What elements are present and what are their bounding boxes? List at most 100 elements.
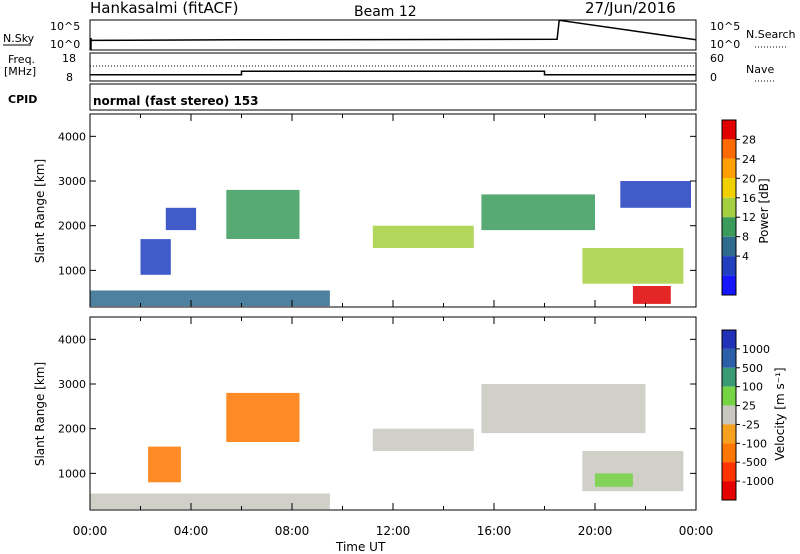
nave-label: Nave: [746, 63, 774, 76]
velocity-colorbar-tick-label: -100: [742, 437, 767, 450]
power-colorbar-tick-label: 20: [742, 172, 756, 185]
velocity-panel: 1000 2000 3000 4000 Slant Range [km]: [33, 316, 697, 511]
power-colorbar-segment: [722, 178, 736, 198]
velocity-colorbar-segment: [722, 424, 736, 444]
power-colorbar-tick-label: 8: [742, 231, 749, 244]
freq-left-tick-top: 18: [62, 52, 76, 65]
freq-right-tick-bottom: 0: [710, 71, 717, 84]
power-colorbar-segment: [722, 120, 736, 140]
velocity-colorbar-segment: [722, 348, 736, 368]
noise-left-tick-bottom: 10^0: [50, 38, 80, 51]
power-colorbar-tick-label: 12: [742, 211, 756, 224]
power-colorbar-title: Power [dB]: [757, 178, 771, 243]
power-y-tick-label: 4000: [58, 130, 86, 143]
freq-line: [90, 70, 696, 76]
x-tick-label: 12:00: [376, 524, 411, 538]
power-y-axis-label: Slant Range [km]: [33, 159, 47, 263]
power-echo-region: [226, 189, 300, 239]
velocity-colorbar-tick-label: 500: [742, 362, 763, 375]
power-colorbar-segment: [722, 256, 736, 276]
velocity-echo-region: [226, 392, 300, 442]
x-tick-label: 16:00: [477, 524, 512, 538]
power-echo-region: [582, 248, 684, 284]
velocity-colorbar-segment: [722, 443, 736, 463]
freq-panel: Freq. [MHz] 18 8 60 0 Nave: [4, 52, 775, 84]
freq-left-tick-bottom: 8: [66, 71, 73, 84]
noise-right-tick-bottom: 10^0: [710, 38, 740, 51]
power-colorbar-tick-label: 4: [742, 250, 749, 263]
power-colorbar-segment: [722, 217, 736, 237]
velocity-y-axis-label: Slant Range [km]: [33, 362, 47, 466]
x-tick-label: 04:00: [174, 524, 209, 538]
velocity-echo-region: [90, 493, 330, 510]
velocity-y-tick-label: 4000: [58, 333, 86, 346]
power-echo-region: [90, 290, 330, 307]
noise-trace: [89, 19, 697, 50]
velocity-colorbar-segment: [722, 367, 736, 387]
x-tick-labels: 00:00 04:00 08:00 12:00 16:00 20:00 00:00: [73, 524, 714, 538]
velocity-echo-region: [595, 473, 633, 487]
power-echo-region: [620, 181, 691, 208]
velocity-colorbar-segment: [722, 386, 736, 406]
power-colorbar: 28 24 20 16 12 8 4 Power [dB]: [721, 119, 771, 296]
power-colorbar-segment: [722, 197, 736, 218]
velocity-colorbar-frame: [721, 329, 737, 501]
x-tick-label: 00:00: [73, 524, 108, 538]
x-tick-label: 00:00: [679, 524, 714, 538]
velocity-colorbar: 1000 500 100 25 -25 -100 -500 -1000 Velocity [m…: [721, 329, 787, 501]
velocity-y-tick-label: 2000: [58, 423, 86, 436]
power-colorbar-tick-label: 24: [742, 153, 756, 166]
noise-panel: N.Sky 10^5 10^0 10^5 10^0 N.Search: [3, 19, 796, 51]
power-y-tick-label: 3000: [58, 175, 86, 188]
velocity-colorbar-tick-label: -25: [742, 418, 760, 431]
velocity-echo-region: [148, 446, 181, 483]
velocity-x-ticks: [89, 317, 697, 510]
power-colorbar-segment: [722, 158, 736, 179]
velocity-colorbar-tick-label: -500: [742, 456, 767, 469]
velocity-colorbar-segment: [722, 330, 736, 349]
cpid-label: CPID: [8, 93, 37, 106]
freq-trace: [90, 70, 696, 76]
power-colorbar-segment: [722, 139, 736, 159]
x-tick-label: 20:00: [578, 524, 613, 538]
x-axis-label: Time UT: [335, 540, 386, 554]
power-echo-region: [372, 225, 474, 248]
velocity-colorbar-title: Velocity [m s⁻¹]: [773, 367, 787, 460]
power-echo-region: [632, 286, 671, 304]
cpid-text: normal (fast stereo) 153: [93, 94, 259, 108]
power-echo-region: [165, 207, 197, 231]
cpid-panel: CPID normal (fast stereo) 153: [8, 83, 697, 111]
power-colorbar-frame: [721, 119, 737, 296]
velocity-regions: [90, 384, 684, 510]
velocity-y-tick-label: 3000: [58, 378, 86, 391]
velocity-colorbar-tick-label: 25: [742, 400, 756, 413]
power-y-tick-label: 1000: [58, 264, 86, 277]
beam-title: Beam 12: [354, 4, 417, 20]
velocity-colorbar-tick-label: -1000: [742, 475, 774, 488]
freq-right-tick-top: 60: [710, 52, 724, 65]
velocity-y-tick-label: 1000: [58, 467, 86, 480]
power-x-ticks: [89, 114, 697, 307]
velocity-echo-region: [481, 384, 646, 434]
freq-label-line1: Freq.: [8, 53, 35, 66]
power-colorbar-segment: [722, 236, 736, 257]
date-title: 27/Jun/2016: [585, 0, 676, 17]
power-echo-region: [481, 194, 595, 231]
power-echo-region: [140, 239, 171, 275]
power-colorbar-tick-label: 16: [742, 192, 756, 205]
freq-label-line2: [MHz]: [4, 65, 36, 78]
power-y-tick-label: 2000: [58, 220, 86, 233]
velocity-colorbar-segment: [722, 405, 736, 425]
noise-right-label: N.Search: [746, 28, 796, 41]
site-title: Hankasalmi (fitACF): [90, 0, 238, 17]
velocity-y-ticks: 1000 2000 3000 4000: [58, 333, 696, 480]
noise-left-label: N.Sky: [3, 32, 35, 45]
velocity-colorbar-segment: [722, 481, 736, 500]
velocity-echo-region: [372, 428, 474, 451]
power-panel: 1000 2000 3000 4000 Slant Range [km]: [33, 113, 697, 308]
velocity-colorbar-segment: [722, 462, 736, 482]
noise-line: [89, 19, 697, 42]
velocity-colorbar-tick-label: 100: [742, 381, 763, 394]
power-regions: [90, 181, 691, 307]
